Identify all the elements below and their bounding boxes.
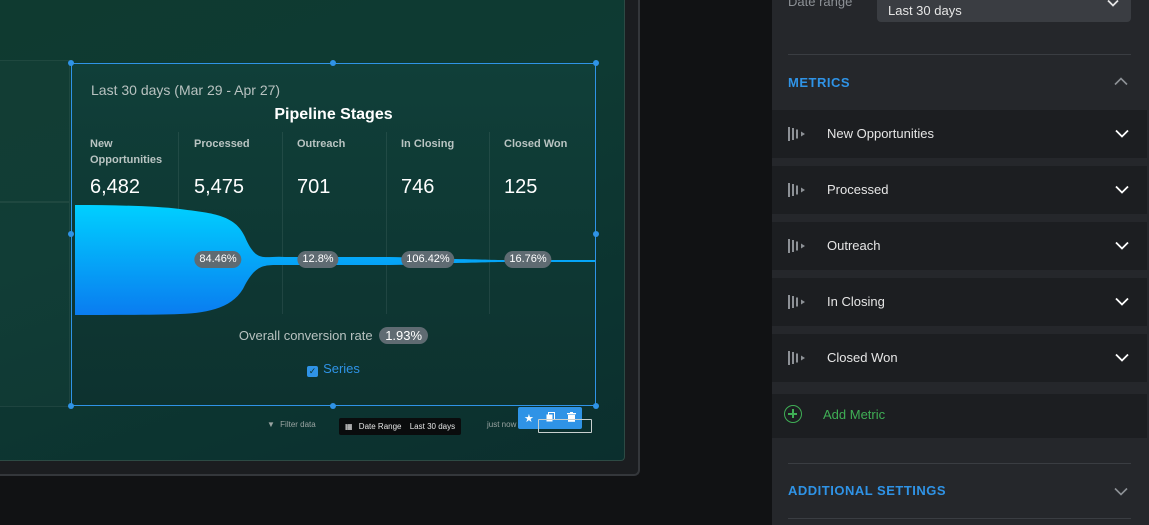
chevron-down-icon[interactable] (1115, 297, 1129, 306)
metric-bars-icon (788, 351, 805, 365)
metric-bars-icon (788, 239, 805, 253)
resize-handle-l[interactable] (68, 231, 74, 237)
stage-value: 746 (401, 176, 435, 198)
stage-value: 701 (297, 176, 331, 198)
stage-in-closing: In Closing 746 (401, 136, 501, 198)
metric-label: New Opportunities (827, 126, 934, 141)
filter-icon: ▼ (267, 420, 275, 429)
resize-handle-b[interactable] (330, 403, 336, 409)
canvas-frame: Last 30 days (Mar 29 - Apr 27) Pipeline … (0, 0, 640, 476)
date-chip-label: Date Range (358, 422, 402, 431)
series-label: Series (323, 361, 360, 376)
conversion-badge: 84.46% (194, 251, 242, 268)
stage-name: Outreach (297, 138, 346, 150)
stage-value: 125 (504, 176, 538, 198)
date-range-select[interactable]: Last 30 days (877, 0, 1131, 22)
settings-panel: Date range Last 30 days METRICS New Oppo… (772, 0, 1149, 525)
overall-conversion-value: 1.93% (379, 327, 429, 344)
background-widget (0, 60, 70, 202)
stage-name: Processed (194, 138, 250, 150)
series-checkbox[interactable]: ✓ (307, 366, 319, 377)
chevron-up-icon[interactable] (1114, 77, 1128, 86)
series-toggle[interactable]: ✓ Series (72, 361, 595, 377)
widget-toolbar: ★ (518, 407, 582, 429)
resize-handle-t[interactable] (330, 60, 336, 66)
conversion-badge: 106.42% (401, 251, 455, 268)
stage-closed-won: Closed Won 125 (504, 136, 604, 198)
chevron-down-icon[interactable] (1115, 185, 1129, 194)
metric-label: Outreach (827, 238, 881, 253)
filter-data[interactable]: ▼ Filter data (267, 420, 316, 429)
pipeline-widget[interactable]: Last 30 days (Mar 29 - Apr 27) Pipeline … (68, 60, 599, 409)
date-range-label: Date range (788, 0, 853, 9)
stage-value: 6,482 (90, 176, 141, 198)
divider (788, 518, 1131, 519)
stage-divider (282, 132, 283, 314)
plus-circle-icon (784, 405, 802, 423)
chevron-down-icon (1107, 0, 1119, 7)
filter-label: Filter data (280, 420, 316, 429)
add-metric-button[interactable]: Add Metric (772, 394, 1147, 438)
conversion-badge: 12.8% (297, 251, 339, 268)
stage-name: In Closing (401, 138, 455, 150)
date-range-value: Last 30 days (888, 3, 962, 18)
stage-value: 5,475 (194, 176, 245, 198)
calendar-icon: ▦ (345, 422, 353, 431)
stage-divider (386, 132, 387, 314)
metrics-section-title[interactable]: METRICS (788, 75, 850, 90)
conversion-badge: 16.76% (504, 251, 552, 268)
widget-date-range: Last 30 days (Mar 29 - Apr 27) (91, 82, 281, 98)
updated-time: just now (487, 420, 517, 429)
metric-new-opportunities[interactable]: New Opportunities (772, 110, 1147, 158)
resize-handle-bl[interactable] (68, 403, 74, 409)
stage-divider (489, 132, 490, 314)
chevron-down-icon[interactable] (1115, 241, 1129, 250)
chevron-down-icon[interactable] (1115, 353, 1129, 362)
stage-new-opportunities: New Opportunities 6,482 (90, 136, 190, 198)
resize-handle-tl[interactable] (68, 60, 74, 66)
resize-handle-tr[interactable] (593, 60, 599, 66)
metric-bars-icon (788, 183, 805, 197)
stage-name: New (90, 138, 113, 150)
stage-name: Closed Won (504, 138, 568, 150)
widget-title: Pipeline Stages (274, 106, 393, 123)
additional-settings-title[interactable]: ADDITIONAL SETTINGS (788, 483, 947, 498)
metric-processed[interactable]: Processed (772, 166, 1147, 214)
resize-handle-br[interactable] (593, 403, 599, 409)
star-icon[interactable]: ★ (524, 412, 534, 425)
add-metric-label: Add Metric (823, 407, 886, 422)
footer-button[interactable] (538, 419, 592, 433)
metric-outreach[interactable]: Outreach (772, 222, 1147, 270)
divider (788, 54, 1131, 55)
dashboard-canvas: Last 30 days (Mar 29 - Apr 27) Pipeline … (0, 0, 625, 461)
metric-label: Processed (827, 182, 889, 197)
metric-label: In Closing (827, 294, 885, 309)
overall-conversion: Overall conversion rate 1.93% (72, 327, 595, 344)
divider (788, 463, 1131, 464)
chevron-down-icon[interactable] (1115, 129, 1129, 138)
metric-in-closing[interactable]: In Closing (772, 278, 1147, 326)
date-range-chip[interactable]: ▦ Date Range Last 30 days (339, 418, 462, 435)
metric-bars-icon (788, 295, 805, 309)
metric-closed-won[interactable]: Closed Won (772, 334, 1147, 382)
stage-outreach: Outreach 701 (297, 136, 397, 198)
trash-icon[interactable] (566, 411, 576, 425)
metric-label: Closed Won (827, 350, 898, 365)
stage-processed: Processed 5,475 (194, 136, 294, 198)
overall-conversion-label: Overall conversion rate (238, 328, 373, 343)
date-chip-value: Last 30 days (409, 422, 456, 431)
resize-handle-r[interactable] (593, 231, 599, 237)
metric-bars-icon (788, 127, 805, 141)
background-widget (0, 202, 70, 407)
chevron-down-icon[interactable] (1114, 487, 1128, 496)
stage-name: Opportunities (90, 154, 163, 166)
